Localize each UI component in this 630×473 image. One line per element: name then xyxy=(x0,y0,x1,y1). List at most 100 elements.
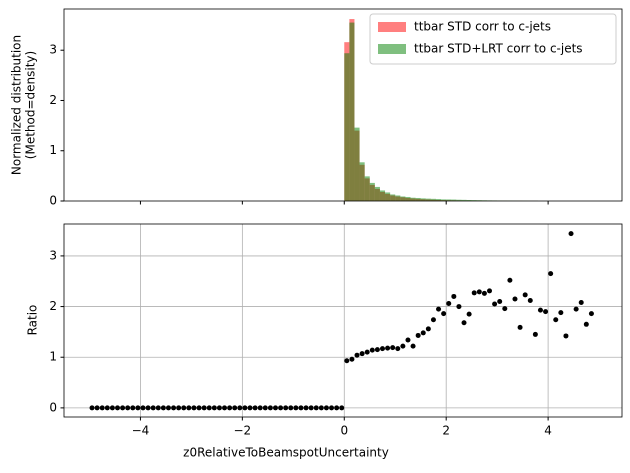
point xyxy=(130,405,135,410)
point xyxy=(421,330,426,335)
y-tick-label: 1 xyxy=(49,350,57,364)
y-tick-label: 3 xyxy=(49,248,57,262)
point xyxy=(217,405,222,410)
x-tick-label: −4 xyxy=(132,424,150,438)
point xyxy=(324,405,329,410)
point xyxy=(263,405,268,410)
point xyxy=(248,405,253,410)
point xyxy=(110,405,115,410)
point xyxy=(186,405,191,410)
point xyxy=(487,288,492,293)
point xyxy=(105,405,110,410)
point xyxy=(120,405,125,410)
x-tick-label: −2 xyxy=(234,424,252,438)
y-tick-label: 2 xyxy=(49,299,57,313)
histogram-bar xyxy=(354,128,359,201)
point xyxy=(477,289,482,294)
point xyxy=(553,317,558,322)
y-axis-label: (Method=density) xyxy=(24,51,38,159)
point xyxy=(273,405,278,410)
point xyxy=(197,405,202,410)
point xyxy=(416,333,421,338)
point xyxy=(518,325,523,330)
point xyxy=(451,294,456,299)
y-tick-label: 1 xyxy=(49,143,57,157)
point xyxy=(191,405,196,410)
point xyxy=(589,311,594,316)
point xyxy=(360,351,365,356)
point xyxy=(523,292,528,297)
point xyxy=(95,405,100,410)
point xyxy=(161,405,166,410)
point xyxy=(472,290,477,295)
legend-label: ttbar STD corr to c-jets xyxy=(414,20,551,34)
point xyxy=(222,405,227,410)
point xyxy=(166,405,171,410)
point xyxy=(563,333,568,338)
point xyxy=(181,405,186,410)
point xyxy=(579,300,584,305)
point xyxy=(293,405,298,410)
point xyxy=(288,405,293,410)
point xyxy=(349,357,354,362)
legend-swatch xyxy=(378,22,406,32)
histogram-bar xyxy=(380,190,385,201)
y-tick-label: 0 xyxy=(49,194,57,208)
point xyxy=(370,348,375,353)
y-tick-label: 2 xyxy=(49,93,57,107)
point xyxy=(512,296,517,301)
histogram-bar xyxy=(411,198,416,201)
point xyxy=(146,405,151,410)
y-tick-label: 3 xyxy=(49,43,57,57)
histogram-bar xyxy=(344,53,349,201)
point xyxy=(446,301,451,306)
point xyxy=(268,405,273,410)
point xyxy=(344,358,349,363)
point xyxy=(135,405,140,410)
point xyxy=(462,320,467,325)
point xyxy=(339,405,344,410)
histogram-bar xyxy=(405,197,410,201)
point xyxy=(538,308,543,313)
point xyxy=(319,405,324,410)
point xyxy=(115,405,120,410)
point xyxy=(258,405,263,410)
point xyxy=(90,405,95,410)
point xyxy=(467,312,472,317)
point xyxy=(242,405,247,410)
point xyxy=(390,345,395,350)
histogram-bar xyxy=(349,23,354,201)
point xyxy=(156,405,161,410)
point xyxy=(385,346,390,351)
point xyxy=(202,405,207,410)
point xyxy=(237,405,242,410)
point xyxy=(309,405,314,410)
point xyxy=(207,405,212,410)
y-axis-label: Ratio xyxy=(26,305,40,336)
point xyxy=(140,405,145,410)
point xyxy=(492,302,497,307)
point xyxy=(497,299,502,304)
point xyxy=(558,310,563,315)
point xyxy=(411,344,416,349)
point xyxy=(395,346,400,351)
point xyxy=(543,309,548,314)
point xyxy=(298,405,303,410)
point xyxy=(329,405,334,410)
point xyxy=(365,350,370,355)
histogram-bar xyxy=(416,198,421,201)
point xyxy=(125,405,130,410)
point xyxy=(355,353,360,358)
point xyxy=(441,311,446,316)
point xyxy=(436,307,441,312)
y-tick-label: 0 xyxy=(49,400,57,414)
histogram-bar xyxy=(360,162,365,201)
point xyxy=(227,405,232,410)
point xyxy=(100,405,105,410)
point xyxy=(548,271,553,276)
axes-frame xyxy=(64,224,622,417)
histogram-bar xyxy=(375,187,380,201)
point xyxy=(405,338,410,343)
point xyxy=(400,344,405,349)
